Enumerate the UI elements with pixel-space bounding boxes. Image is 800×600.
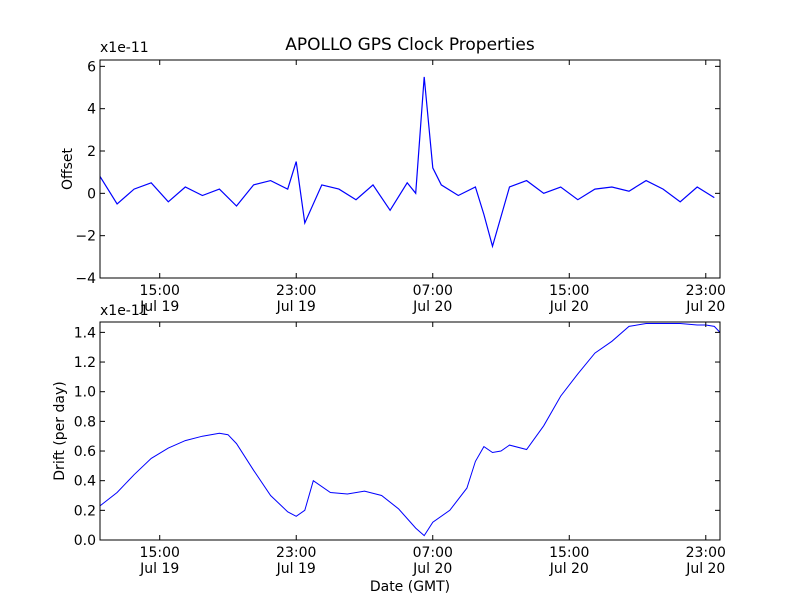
- offset-xtick-label-date: Jul 20: [412, 299, 452, 315]
- drift-xtick-label-time: 07:00: [413, 545, 453, 561]
- drift-xtick-label-time: 23:00: [276, 545, 316, 561]
- drift-ytick-label: 0.4: [74, 474, 96, 490]
- offset-series-line: [99, 76, 715, 249]
- offset-marks: [99, 76, 715, 249]
- offset-ytick-label: 4: [87, 102, 96, 118]
- offset-axes-frame: [99, 59, 721, 279]
- drift-ytick-label: 0.8: [74, 414, 96, 430]
- drift-ylabel: Drift (per day): [52, 381, 68, 480]
- offset-xtick-label-date: Jul 19: [276, 299, 316, 315]
- chart-title: APOLLO GPS Clock Properties: [285, 35, 535, 55]
- drift-xtick-label-date: Jul 20: [549, 561, 589, 577]
- offset-xtick-label-time: 07:00: [413, 283, 453, 299]
- offset-ytick-label: 6: [87, 59, 96, 75]
- offset-ylabel: Offset: [60, 147, 76, 190]
- drift-ytick-label: 1.0: [74, 385, 96, 401]
- drift-xtick-label-time: 23:00: [686, 545, 726, 561]
- offset-xtick-label-date: Jul 20: [549, 299, 589, 315]
- offset-multiplier-label: x1e-11: [100, 40, 149, 56]
- drift-ytick-label: 0.0: [74, 533, 96, 549]
- drift-xtick-label-date: Jul 20: [412, 561, 452, 577]
- offset-xtick-label-time: 15:00: [140, 283, 180, 299]
- drift-marks: [99, 323, 721, 537]
- offset-ytick-label: 0: [87, 186, 96, 202]
- drift-xlabel: Date (GMT): [370, 579, 450, 595]
- drift-xtick-label-time: 15:00: [140, 545, 180, 561]
- drift-ytick-label: 0.6: [74, 444, 96, 460]
- offset-ytick-label: 2: [87, 144, 96, 160]
- drift-series-line: [99, 323, 721, 537]
- offset-xtick-label-time: 23:00: [276, 283, 316, 299]
- drift-multiplier-label: x1e-11: [100, 303, 149, 319]
- offset-xtick-label-time: 23:00: [686, 283, 726, 299]
- offset-ytick-label: −2: [75, 229, 96, 245]
- drift-axes-frame: [99, 321, 721, 541]
- offset-xtick-label-date: Jul 19: [139, 299, 179, 315]
- offset-xtick-label-time: 15:00: [549, 283, 589, 299]
- drift-xtick-label-date: Jul 20: [685, 561, 725, 577]
- drift-ytick-label: 0.2: [74, 503, 96, 519]
- drift-xtick-label-date: Jul 19: [139, 561, 179, 577]
- drift-xtick-label-time: 15:00: [549, 545, 589, 561]
- drift-ytick-label: 1.2: [74, 355, 96, 371]
- offset-ytick-label: −4: [75, 271, 96, 287]
- drift-xtick-label-date: Jul 19: [276, 561, 316, 577]
- offset-xtick-label-date: Jul 20: [685, 299, 725, 315]
- drift-ytick-label: 1.4: [74, 325, 96, 341]
